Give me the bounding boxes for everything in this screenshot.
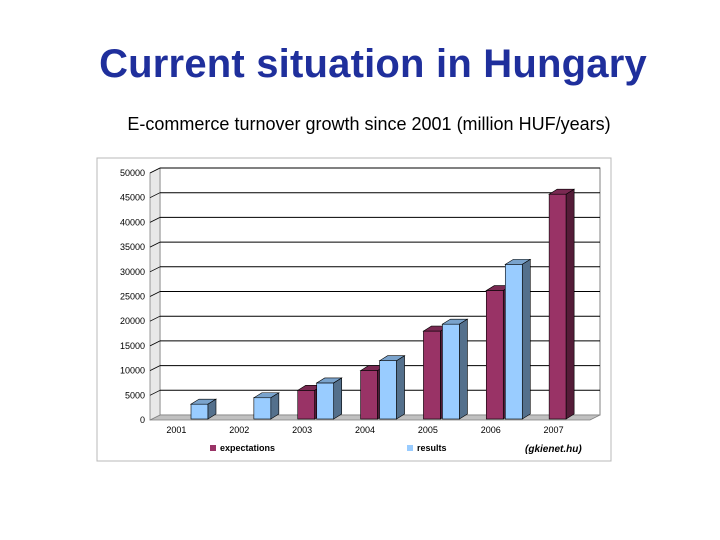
x-tick-label: 2005	[418, 425, 438, 435]
bar-results-2002	[252, 392, 280, 420]
x-tick-label: 2001	[166, 425, 186, 435]
gridline-side	[149, 241, 161, 248]
gridline-side	[149, 167, 161, 174]
bar-results-2003	[315, 377, 343, 420]
y-tick-label: 20000	[120, 316, 145, 326]
y-tick-label: 40000	[120, 217, 145, 227]
y-tick-label: 10000	[120, 366, 145, 376]
y-tick-label: 5000	[125, 390, 145, 400]
gridline-side	[149, 192, 161, 199]
y-tick-label: 50000	[120, 168, 145, 178]
gridline-side	[149, 266, 161, 273]
gridline-side	[149, 365, 161, 371]
gridline-side	[149, 217, 161, 223]
bar-results-2001	[189, 398, 218, 420]
x-tick-label: 2006	[481, 425, 501, 435]
gridline-side	[149, 340, 161, 347]
bar-results-2006	[504, 258, 532, 420]
legend-entry-results: results	[407, 443, 447, 453]
bar-expectations-2007	[548, 188, 576, 420]
y-tick-label: 15000	[120, 341, 145, 351]
slide-subtitle: E-commerce turnover growth since 2001 (m…	[127, 114, 611, 134]
gridline-side	[149, 389, 161, 396]
legend-label: expectations	[220, 443, 275, 453]
gridline-side	[149, 291, 161, 297]
legend-label: results	[417, 443, 447, 453]
gridline-side	[149, 315, 161, 322]
y-tick-label: 25000	[120, 292, 145, 302]
x-tick-label: 2004	[355, 425, 375, 435]
y-tick-label: 0	[140, 415, 145, 425]
bar-results-2005	[441, 318, 469, 420]
x-tick-label: 2007	[544, 425, 564, 435]
x-tick-label: 2003	[292, 425, 312, 435]
y-tick-label: 30000	[120, 267, 145, 277]
y-tick-label: 35000	[120, 242, 145, 252]
x-tick-label: 2002	[229, 425, 249, 435]
y-tick-label: 45000	[120, 193, 145, 203]
bar-results-2004	[378, 355, 406, 420]
legend-swatch	[210, 445, 216, 451]
source-note: (gkienet.hu)	[525, 444, 582, 455]
legend-entry-expectations: expectations	[210, 443, 275, 453]
legend-swatch	[407, 445, 413, 451]
slide-title: Current situation in Hungary	[99, 42, 647, 86]
